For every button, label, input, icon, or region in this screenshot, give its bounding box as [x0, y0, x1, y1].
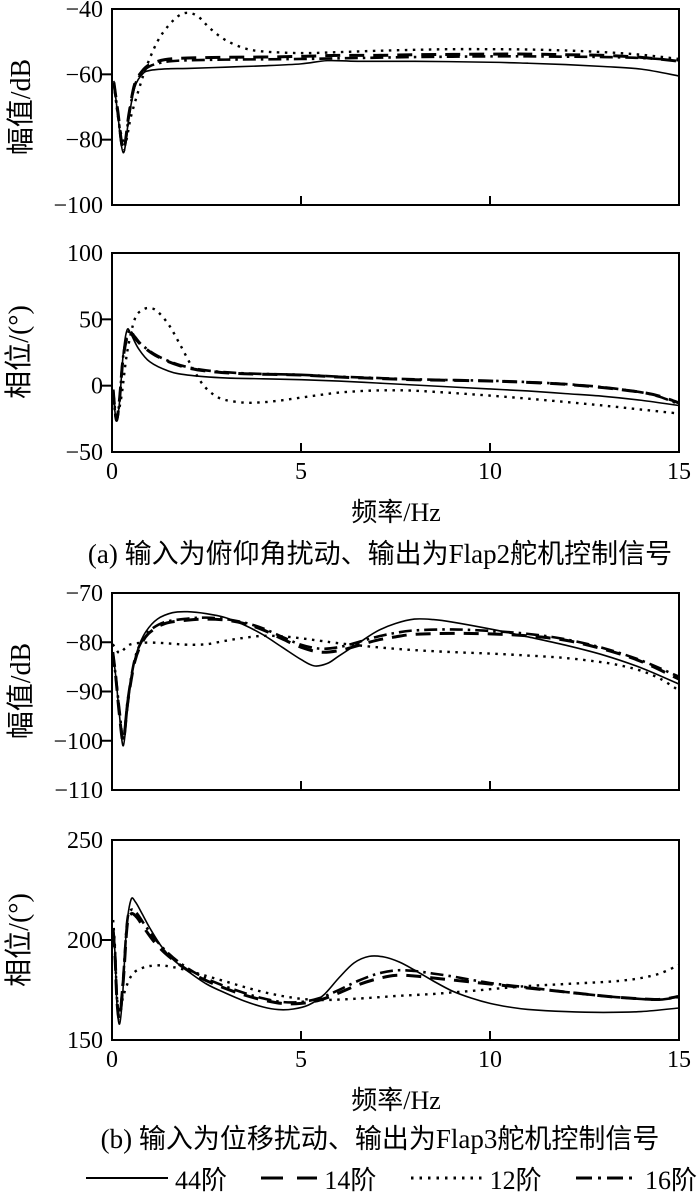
legend-item-3: 16阶 [575, 1160, 697, 1197]
x-tick-label: 5 [295, 459, 307, 485]
x-tick-label: 0 [106, 1047, 118, 1073]
y-tick-label: −90 [65, 680, 103, 706]
series-44阶 [112, 897, 680, 1025]
y-tick-label: 200 [67, 928, 103, 954]
series-14阶 [111, 330, 680, 421]
caption-a: (a) 输入为俯仰角扰动、输出为Flap2舵机控制信号 [87, 539, 673, 569]
series-12阶 [112, 11, 680, 145]
x-axis-label-b: 频率/Hz [351, 1086, 441, 1115]
series-12阶 [111, 634, 680, 692]
y-axis-label-a-magnitude: 幅值/dB [6, 58, 37, 156]
series-44阶 [111, 610, 680, 747]
y-tick-label: −60 [65, 62, 103, 88]
legend: 44阶 14阶 12阶 16阶 [85, 1160, 697, 1196]
y-tick-label: 0 [91, 374, 103, 400]
series-14阶 [111, 912, 680, 1021]
legend-item-2: 12阶 [410, 1160, 542, 1197]
axes-box [111, 252, 680, 453]
series-16阶 [112, 55, 680, 153]
y-tick-label: −110 [54, 778, 103, 804]
legend-label: 44阶 [175, 1165, 228, 1195]
y-tick-label: 100 [67, 241, 103, 267]
x-tick-label: 15 [667, 1047, 691, 1073]
y-tick-label: −100 [53, 193, 103, 219]
legend-label: 12阶 [489, 1165, 542, 1195]
legend-line-sample-dotted [410, 1176, 483, 1180]
x-tick-label: 0 [106, 459, 118, 485]
series-44阶 [113, 59, 680, 154]
y-tick-label: 150 [67, 1028, 103, 1054]
y-tick-label: −70 [65, 581, 103, 607]
legend-line-sample-solid [86, 1177, 168, 1179]
series-12阶 [111, 306, 680, 420]
y-tick-label: −80 [65, 128, 103, 154]
y-tick-label: 50 [79, 307, 103, 333]
caption-b: (b) 输入为位移扰动、输出为Flap3舵机控制信号 [100, 1124, 660, 1154]
y-axis-label-b-phase: 相位/(°) [4, 893, 35, 987]
y-tick-label: 250 [67, 830, 103, 854]
plot-b-magnitude: −70 −80 −90 −100 −110 [53, 581, 680, 804]
series-14阶 [111, 617, 680, 743]
series-12阶 [111, 919, 680, 1014]
y-tick-label: −50 [65, 440, 103, 466]
legend-item-0: 44阶 [85, 1160, 227, 1197]
x-tick-label: 15 [667, 459, 691, 485]
y-tick-label: −100 [53, 729, 103, 755]
y-tick-label: −40 [65, 0, 103, 23]
legend-line-sample-dashdot [575, 1176, 638, 1180]
axes-box [111, 8, 680, 206]
x-tick-label: 10 [478, 1047, 502, 1073]
series-44阶 [112, 328, 680, 422]
legend-label: 16阶 [644, 1165, 697, 1195]
legend-item-1: 14阶 [260, 1160, 376, 1197]
legend-line-sample-dashed [261, 1176, 318, 1180]
series-16阶 [111, 908, 680, 1019]
x-tick-label: 5 [295, 1047, 307, 1073]
y-axis-label-a-phase: 相位/(°) [4, 305, 35, 399]
legend-label: 14阶 [324, 1165, 377, 1195]
plot-a-magnitude: −40 −60 −80 −100 [53, 0, 680, 219]
y-tick-label: −80 [65, 630, 103, 656]
x-tick-label: 10 [478, 459, 502, 485]
y-axis-label-b-magnitude: 幅值/dB [6, 642, 37, 740]
axes-box [111, 592, 680, 791]
axes-box [111, 839, 680, 1041]
x-axis-label-a: 频率/Hz [351, 498, 441, 527]
